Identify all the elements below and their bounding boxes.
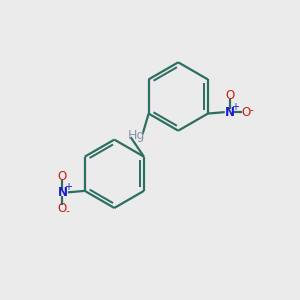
Text: +: + <box>64 182 72 192</box>
Text: +: + <box>232 102 239 112</box>
Text: O: O <box>226 89 235 102</box>
Text: O: O <box>58 169 67 182</box>
Text: N: N <box>57 186 68 199</box>
Text: Hg: Hg <box>128 129 145 142</box>
Text: N: N <box>225 106 235 118</box>
Text: -: - <box>250 105 254 115</box>
Text: O: O <box>242 106 251 118</box>
Text: -: - <box>66 206 70 216</box>
Text: O: O <box>58 202 67 215</box>
